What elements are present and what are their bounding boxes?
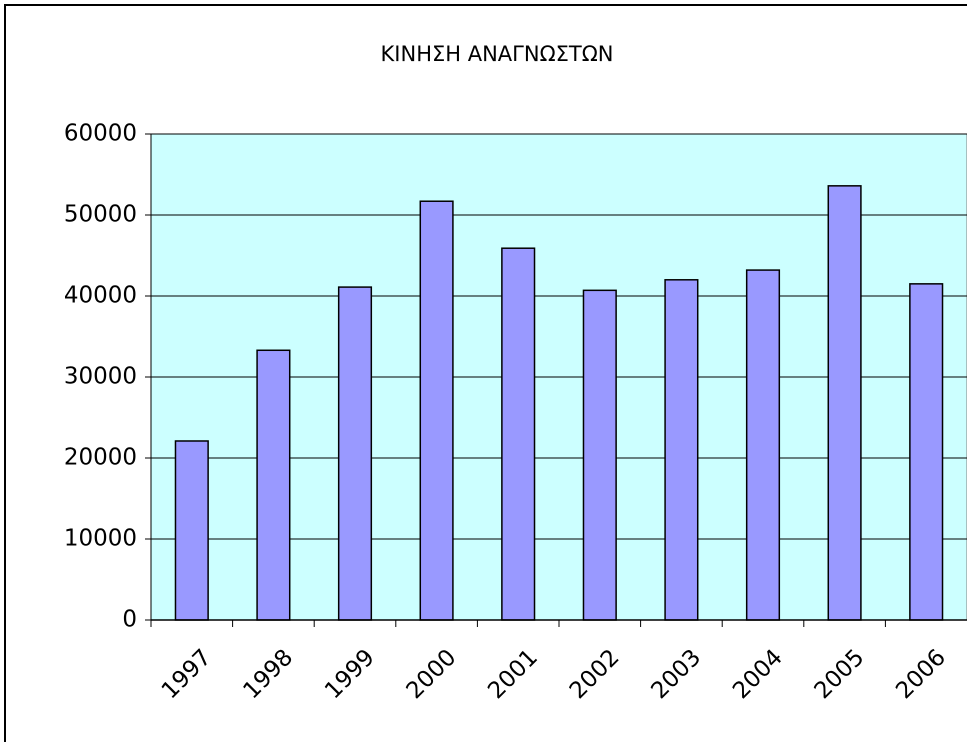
bar (256, 349, 291, 621)
bar (664, 279, 699, 621)
bar (827, 185, 862, 621)
y-tick-label: 30000 (64, 364, 137, 390)
y-tick-label: 0 (122, 607, 137, 633)
bar (745, 269, 781, 621)
bar (337, 286, 373, 621)
y-tick-label: 20000 (64, 445, 137, 471)
bar (909, 283, 944, 621)
bar (582, 289, 617, 621)
bar (419, 200, 454, 621)
y-tick-label: 10000 (64, 526, 137, 552)
y-tick-label: 50000 (64, 202, 137, 228)
y-tick-label: 60000 (64, 121, 137, 147)
y-tick-label: 40000 (64, 283, 137, 309)
chart-title: ΚΙΝΗΣΗ ΑΝΑΓΝΩΣΤΩΝ (381, 42, 614, 66)
bar (501, 247, 536, 621)
bar (174, 440, 209, 621)
